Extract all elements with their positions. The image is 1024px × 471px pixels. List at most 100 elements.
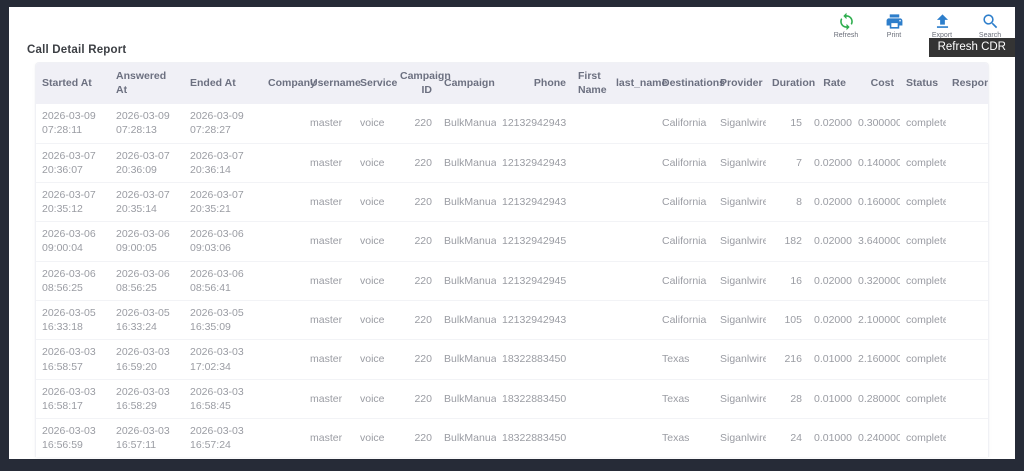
table-cell: 220 xyxy=(394,379,438,420)
column-header[interactable]: Campaign ID xyxy=(394,63,451,105)
column-header[interactable]: Company xyxy=(262,63,316,105)
table-cell: 2026-03-03 16:58:45 xyxy=(184,379,262,420)
table-cell: 2026-03-07 20:35:21 xyxy=(184,182,262,223)
table-cell: master xyxy=(304,182,354,223)
table-cell: BulkManual xyxy=(438,221,496,262)
table-cell: master xyxy=(304,300,354,341)
table-row: 2026-03-05 16:33:18 2026-03-05 16:33:24 20… xyxy=(36,300,988,341)
table-cell xyxy=(946,261,988,302)
table-row: 2026-03-06 09:00:04 2026-03-06 09:00:05 20… xyxy=(36,221,988,262)
table-cell: 2026-03-05 16:33:24 xyxy=(110,300,184,341)
refresh-icon xyxy=(837,12,856,31)
column-header[interactable]: Campaign xyxy=(438,63,496,105)
table-cell: 2.160000 xyxy=(852,339,900,380)
table-row: 2026-03-07 20:36:07 2026-03-07 20:36:09 20… xyxy=(36,143,988,183)
table-cell: 16 xyxy=(766,261,808,302)
table-cell xyxy=(946,104,988,144)
table-row: 2026-03-03 16:58:57 2026-03-03 16:59:20 20… xyxy=(36,339,988,380)
column-header[interactable]: Response xyxy=(946,63,988,105)
table-cell: 2026-03-03 16:59:20 xyxy=(110,339,184,380)
table-cell: master xyxy=(304,418,354,457)
search-icon xyxy=(981,12,1000,31)
search-button[interactable]: Search xyxy=(973,12,1007,39)
table-cell: Texas xyxy=(656,339,714,380)
table-cell: 2026-03-06 09:00:04 xyxy=(36,221,110,262)
column-header[interactable]: Started At xyxy=(36,63,110,105)
table-cell: master xyxy=(304,339,354,380)
column-header[interactable]: First Name xyxy=(572,63,610,105)
column-header[interactable]: Cost xyxy=(852,63,900,105)
table-cell: completed xyxy=(900,418,946,457)
column-header[interactable]: Rate xyxy=(808,63,852,105)
table-cell: 2026-03-03 16:56:59 xyxy=(36,418,110,457)
table-cell: 220 xyxy=(394,182,438,223)
table-cell: 2026-03-07 20:36:07 xyxy=(36,143,110,183)
table-cell: 12132942943 xyxy=(496,182,572,223)
table-cell: Texas xyxy=(656,379,714,420)
column-header[interactable]: Answered At xyxy=(110,63,184,105)
table-cell: 15 xyxy=(766,104,808,144)
table-cell: voice xyxy=(354,261,394,302)
table-cell: voice xyxy=(354,418,394,457)
export-button[interactable]: Export xyxy=(925,12,959,39)
table-cell xyxy=(610,182,656,223)
table-cell: Siganlwire xyxy=(714,104,766,144)
table-cell xyxy=(262,104,304,144)
table-cell xyxy=(572,379,610,420)
table-cell xyxy=(572,182,610,223)
export-button-label: Export xyxy=(931,32,953,39)
table-cell: completed xyxy=(900,300,946,341)
table-cell: California xyxy=(656,261,714,302)
table-cell: completed xyxy=(900,143,946,183)
column-header[interactable]: Status xyxy=(900,63,946,105)
table-cell: 2026-03-06 09:00:05 xyxy=(110,221,184,262)
page: Call Detail Report Refresh Print xyxy=(9,7,1015,459)
column-header[interactable]: Username xyxy=(304,63,361,105)
column-header[interactable]: Provider xyxy=(714,63,766,105)
table-cell xyxy=(610,104,656,144)
table-cell: 2026-03-09 07:28:11 xyxy=(36,104,110,144)
print-button[interactable]: Print xyxy=(877,12,911,39)
table-cell: completed xyxy=(900,339,946,380)
table-row: 2026-03-03 16:58:17 2026-03-03 16:58:29 20… xyxy=(36,379,988,420)
table-cell xyxy=(946,379,988,420)
table-cell xyxy=(610,221,656,262)
column-header[interactable]: last_name xyxy=(610,63,667,105)
table-cell: Siganlwire xyxy=(714,418,766,457)
table-cell: BulkManual xyxy=(438,261,496,302)
table-cell xyxy=(262,379,304,420)
table-cell: 12132942943 xyxy=(496,300,572,341)
table-cell: 2026-03-03 16:57:11 xyxy=(110,418,184,457)
table-cell xyxy=(572,143,610,183)
table-cell: 2026-03-03 16:58:17 xyxy=(36,379,110,420)
table-cell: 2026-03-09 07:28:13 xyxy=(110,104,184,144)
table-cell xyxy=(946,143,988,183)
table-cell: 2026-03-07 20:36:09 xyxy=(110,143,184,183)
table-cell: 182 xyxy=(766,221,808,262)
table-cell: 24 xyxy=(766,418,808,457)
export-icon xyxy=(933,12,952,31)
refresh-button[interactable]: Refresh xyxy=(829,12,863,39)
table-cell: voice xyxy=(354,221,394,262)
column-header[interactable]: Service xyxy=(354,63,397,105)
table-cell xyxy=(572,221,610,262)
table-cell: BulkManual xyxy=(438,339,496,380)
column-header[interactable]: Duration xyxy=(766,63,815,105)
table-cell: 2026-03-05 16:33:18 xyxy=(36,300,110,341)
table-cell: 2026-03-06 09:03:06 xyxy=(184,221,262,262)
table-cell: voice xyxy=(354,104,394,144)
column-header[interactable]: Ended At xyxy=(184,63,262,105)
table-cell xyxy=(572,418,610,457)
toolbar: Refresh Print Export xyxy=(829,12,1007,39)
table-cell: 2026-03-07 20:35:12 xyxy=(36,182,110,223)
column-header[interactable]: Phone xyxy=(496,63,572,105)
table-cell xyxy=(572,261,610,302)
table-cell xyxy=(946,418,988,457)
table-cell: voice xyxy=(354,182,394,223)
table-cell: 12132942943 xyxy=(496,104,572,144)
column-header[interactable]: Destinations xyxy=(656,63,725,105)
table-cell xyxy=(572,300,610,341)
